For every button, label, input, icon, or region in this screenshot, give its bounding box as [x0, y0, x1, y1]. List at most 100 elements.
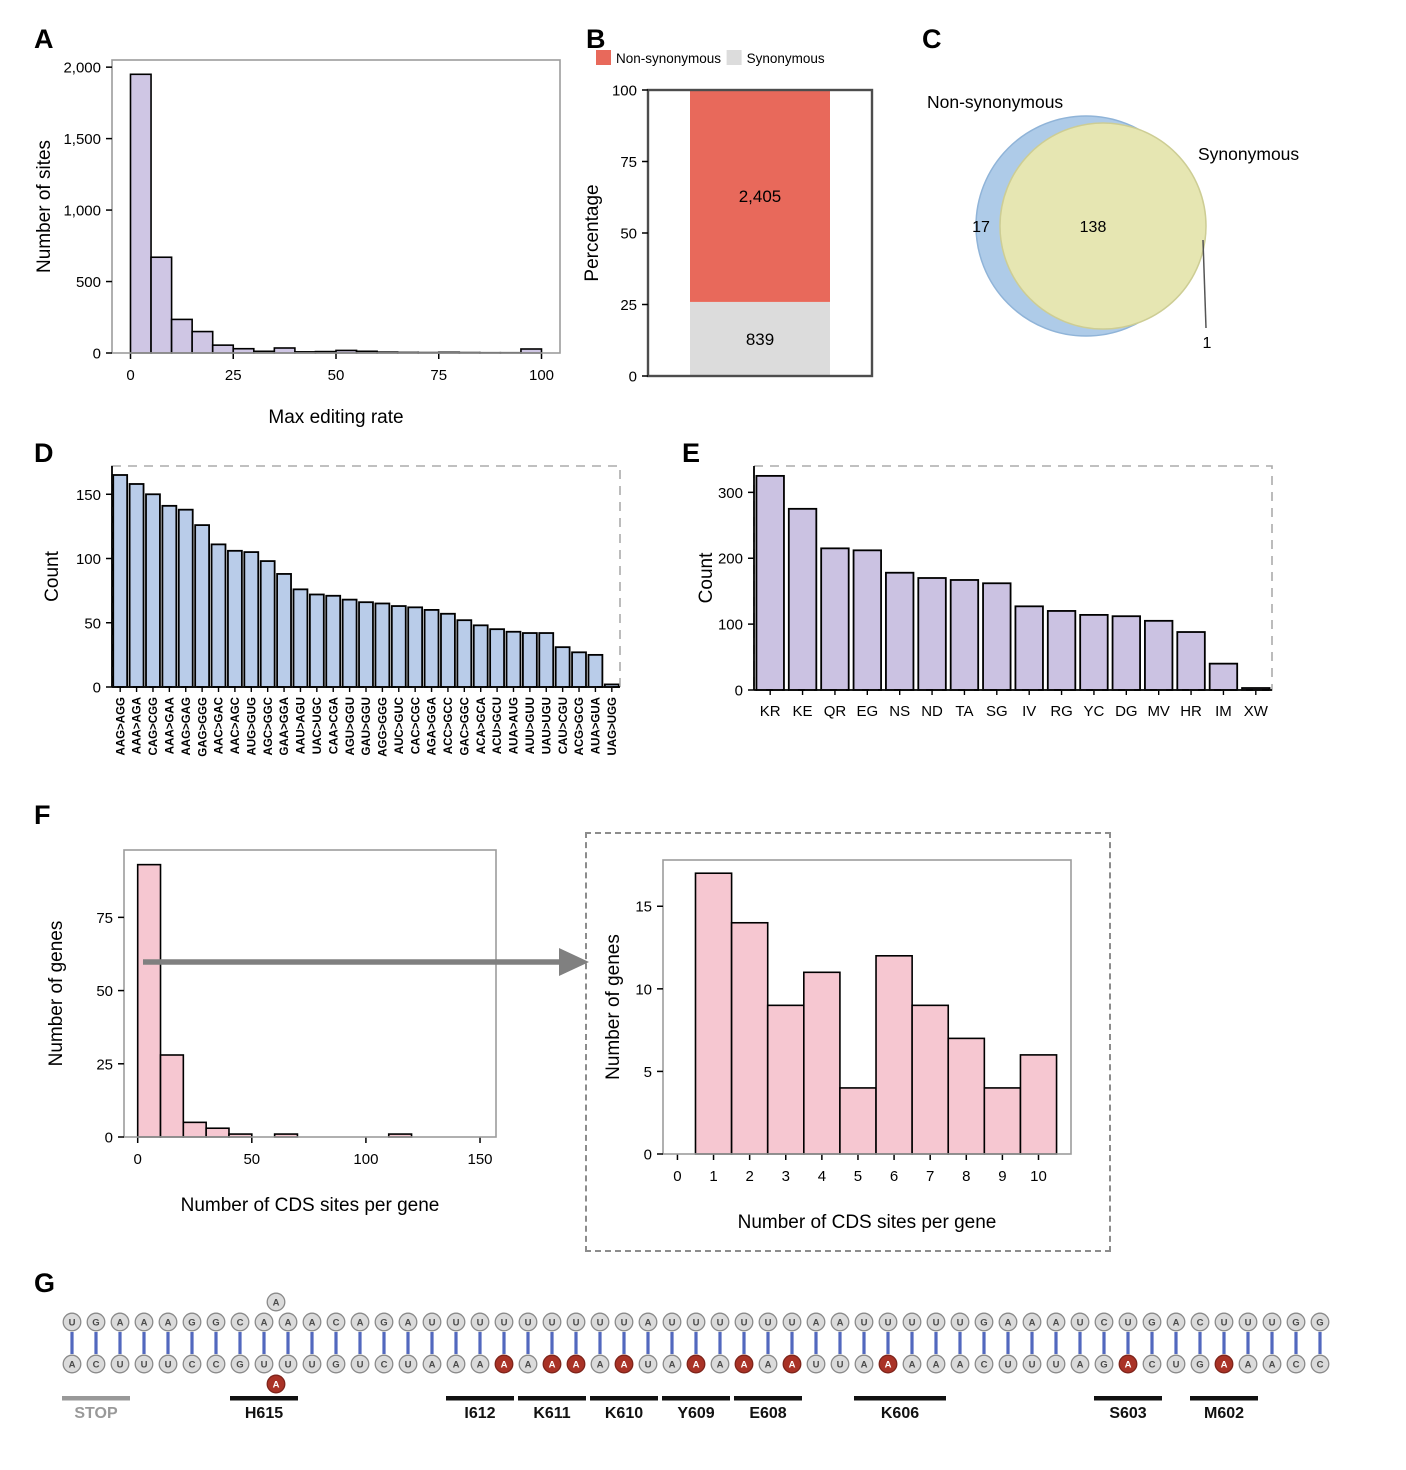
svg-text:U: U	[69, 1317, 76, 1328]
svg-text:K611: K611	[533, 1405, 570, 1422]
svg-text:C: C	[381, 1359, 388, 1370]
svg-text:XW: XW	[1244, 703, 1269, 720]
svg-text:KR: KR	[760, 703, 781, 720]
svg-text:150: 150	[76, 487, 101, 504]
svg-text:138: 138	[1080, 219, 1107, 236]
svg-text:C: C	[1197, 1317, 1204, 1328]
svg-text:G: G	[980, 1317, 987, 1328]
svg-text:A: A	[933, 1359, 940, 1370]
svg-text:75: 75	[96, 910, 113, 927]
axes: AAG>AGG AAA>AGA CAG>CGG AAA>GAA AAG>GAG GAG>G…	[42, 465, 621, 757]
axes: 0 1 2 3 4 5 6 7 8 9 10 0 5 10 15 Number of genes Number …	[603, 859, 1072, 1233]
svg-text:ACA>GCA: ACA>GCA	[476, 697, 488, 754]
svg-text:U: U	[165, 1359, 172, 1370]
svg-text:0: 0	[134, 1151, 142, 1168]
svg-text:C: C	[1293, 1359, 1300, 1370]
svg-text:50: 50	[328, 367, 345, 384]
svg-text:U: U	[765, 1317, 772, 1328]
svg-text:17: 17	[972, 219, 990, 236]
svg-text:0: 0	[629, 369, 637, 386]
svg-text:AGG>GGG: AGG>GGG	[378, 697, 390, 757]
svg-text:AAG>AGG: AAG>AGG	[115, 697, 127, 756]
svg-text:A: A	[261, 1317, 268, 1328]
bars	[755, 474, 1271, 691]
svg-text:50: 50	[243, 1151, 260, 1168]
panel-e-amino-acid-change-bar-chart: KR KE QR EG NS ND TA SG IV RG YC DG MV HR IM XW 0 100 200 3…	[696, 465, 1273, 720]
svg-text:A: A	[765, 1359, 772, 1370]
panel-label-b: B	[586, 24, 606, 54]
inset-zoom-dashed-box	[585, 832, 1111, 1252]
panel-b-stacked-percentage-bar: 839 2,405 0 25 50 75 100 Percentage Non-synonymo…	[582, 50, 874, 386]
svg-text:4: 4	[818, 1168, 826, 1185]
svg-text:0: 0	[673, 1168, 681, 1185]
svg-text:G: G	[92, 1317, 99, 1328]
svg-text:U: U	[789, 1317, 796, 1328]
svg-text:U: U	[477, 1317, 484, 1328]
svg-text:G: G	[380, 1317, 387, 1328]
bars	[694, 872, 1058, 1155]
svg-text:STOP: STOP	[74, 1405, 118, 1422]
svg-text:Non-synonymous: Non-synonymous	[616, 51, 721, 66]
svg-text:U: U	[669, 1317, 676, 1328]
svg-text:C: C	[237, 1317, 244, 1328]
svg-text:AUA>GUA: AUA>GUA	[591, 697, 603, 754]
svg-text:Y609: Y609	[677, 1405, 714, 1422]
svg-text:A: A	[1173, 1317, 1180, 1328]
svg-text:G: G	[1196, 1359, 1203, 1370]
svg-text:U: U	[1029, 1359, 1036, 1370]
svg-text:UAG>UGG: UAG>UGG	[607, 697, 619, 756]
svg-text:A: A	[1245, 1359, 1252, 1370]
svg-text:U: U	[645, 1359, 652, 1370]
svg-text:AGU>GGU: AGU>GGU	[345, 697, 357, 755]
svg-text:G: G	[1100, 1359, 1107, 1370]
panel-label-e: E	[682, 438, 701, 468]
svg-text:U: U	[933, 1317, 940, 1328]
panel-g-rna-duplex-structure: UAGCAUAUAUGCGCCGAUAUAUCGAUGCAUUAUAUAUAUA…	[62, 1292, 1330, 1422]
panel-label-f: F	[34, 800, 51, 830]
svg-text:10: 10	[635, 981, 652, 998]
svg-text:CAC>CGC: CAC>CGC	[410, 697, 422, 754]
svg-text:U: U	[693, 1317, 700, 1328]
svg-text:AAC>AGC: AAC>AGC	[230, 697, 242, 754]
svg-text:C: C	[93, 1359, 100, 1370]
svg-text:K606: K606	[881, 1405, 919, 1422]
svg-text:A: A	[717, 1359, 724, 1370]
svg-text:ACU>GCU: ACU>GCU	[492, 697, 504, 754]
svg-text:Non-synonymous: Non-synonymous	[927, 92, 1063, 112]
svg-text:AUG>GUG: AUG>GUG	[246, 697, 258, 756]
svg-text:RG: RG	[1050, 703, 1073, 720]
svg-text:HR: HR	[1180, 703, 1202, 720]
svg-text:A: A	[525, 1359, 532, 1370]
svg-text:Max editing rate: Max editing rate	[268, 407, 403, 428]
svg-text:100: 100	[529, 367, 554, 384]
svg-text:SG: SG	[986, 703, 1008, 720]
svg-text:UAC>UGC: UAC>UGC	[312, 697, 324, 754]
svg-text:100: 100	[353, 1151, 378, 1168]
svg-text:0: 0	[644, 1147, 652, 1164]
svg-text:G: G	[1316, 1317, 1323, 1328]
svg-text:5: 5	[854, 1168, 862, 1185]
axes: 0 25 50 75 100 0 500 1,000 1,500 2,000 Number of s…	[34, 59, 561, 428]
svg-text:CAG>CGG: CAG>CGG	[148, 697, 160, 756]
svg-text:1,000: 1,000	[63, 203, 101, 220]
svg-text:U: U	[621, 1317, 628, 1328]
svg-text:0: 0	[735, 683, 743, 700]
svg-text:U: U	[1053, 1359, 1060, 1370]
svg-text:100: 100	[612, 83, 637, 100]
svg-text:1,500: 1,500	[63, 131, 101, 148]
svg-text:G: G	[212, 1317, 219, 1328]
svg-text:Number of CDS sites per gene: Number of CDS sites per gene	[738, 1212, 997, 1233]
svg-text:U: U	[813, 1359, 820, 1370]
svg-text:GAU>GGU: GAU>GGU	[361, 697, 373, 755]
svg-text:50: 50	[84, 615, 101, 632]
svg-text:15: 15	[635, 899, 652, 916]
svg-text:Number of genes: Number of genes	[46, 921, 67, 1067]
svg-text:U: U	[957, 1317, 964, 1328]
svg-text:KE: KE	[793, 703, 813, 720]
svg-text:U: U	[837, 1359, 844, 1370]
svg-text:C: C	[981, 1359, 988, 1370]
svg-text:Synonymous: Synonymous	[1198, 144, 1299, 164]
svg-text:TA: TA	[955, 703, 973, 720]
svg-text:U: U	[1125, 1317, 1132, 1328]
panel-label-c: C	[922, 24, 942, 54]
